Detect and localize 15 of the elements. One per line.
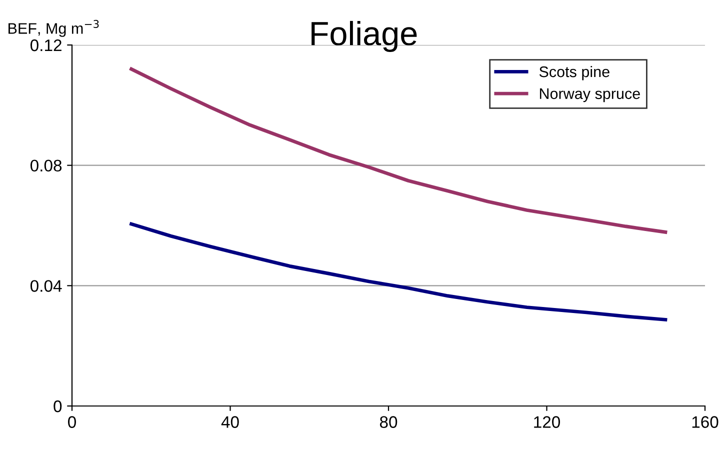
y-axis-title: BEF, Mg m$^{−3}$: [8, 20, 99, 37]
x-tick-label: 120: [534, 416, 560, 428]
legend-label: Scots pine: [539, 66, 610, 80]
x-tick-label: 80: [380, 416, 398, 428]
chart-title: Foliage: [312, 20, 417, 52]
x-tick-label: 160: [692, 416, 718, 428]
y-tick-label: 0: [54, 400, 62, 412]
legend-label: Norway spruce: [540, 88, 640, 102]
y-tick-label: 0.08: [30, 160, 62, 172]
x-tick-label: 0: [68, 416, 76, 428]
line-series: [130, 222, 668, 322]
line-series: [130, 67, 668, 234]
x-tick-label: 40: [221, 416, 239, 428]
y-tick-label: 0.12: [30, 39, 62, 52]
y-tick-label: 0.04: [30, 280, 62, 292]
